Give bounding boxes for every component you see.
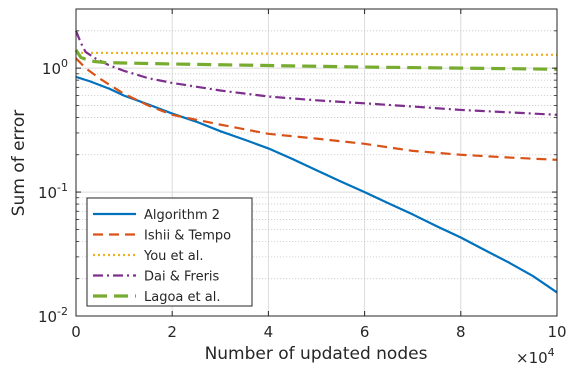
y-tick-label: 10-1	[38, 181, 68, 202]
x-tick-label: 0	[71, 323, 81, 341]
legend-label: You et al.	[143, 249, 203, 264]
legend-label: Algorithm 2	[144, 208, 220, 223]
y-tick-label: 10-2	[38, 305, 68, 326]
legend-box	[86, 197, 253, 307]
series-line	[75, 51, 558, 56]
x-tick-label: 4	[264, 323, 274, 341]
legend-label: Ishii & Tempo	[144, 229, 231, 244]
series-line	[74, 49, 558, 71]
x-multiplier-label: ×104	[516, 346, 555, 367]
legend-label: Dai & Freris	[144, 270, 220, 285]
x-tick-label: 6	[360, 323, 370, 341]
x-tick-label: 10	[547, 323, 566, 341]
x-axis-label: Number of updated nodes	[205, 344, 428, 364]
y-axis-label: Sum of error	[9, 110, 29, 216]
series-line	[75, 57, 558, 161]
plot-frame	[75, 8, 558, 317]
x-tick-label: 2	[167, 323, 177, 341]
x-tick-label: 8	[456, 323, 466, 341]
series-group	[74, 30, 558, 294]
ticks: 0 2 4 6 8 10 10-2 10-1 100	[38, 9, 567, 341]
legend: Algorithm 2 Ishii & Tempo You et al. Dai & …	[86, 197, 253, 307]
series-line	[74, 30, 558, 116]
y-tick-label: 100	[42, 57, 68, 78]
legend-label: Lagoa et al.	[144, 290, 220, 305]
